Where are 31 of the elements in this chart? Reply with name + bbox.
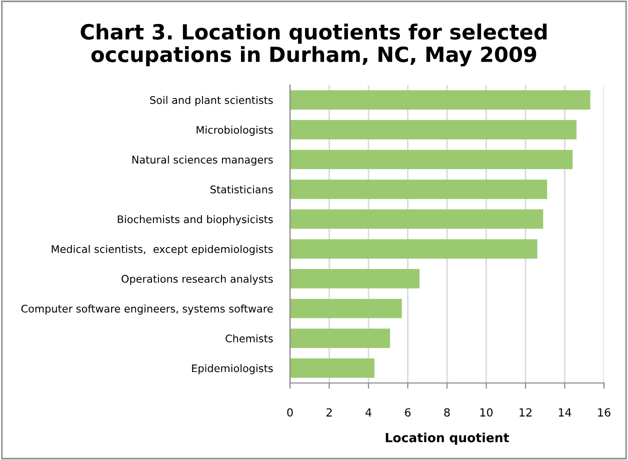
x-tick-label: 16 xyxy=(598,408,610,417)
bar xyxy=(290,298,402,318)
bar xyxy=(290,90,590,110)
x-tick-label: 6 xyxy=(404,408,411,417)
y-tick-label: Operations research analysts xyxy=(122,274,273,285)
x-axis-title: Location quotient xyxy=(386,432,509,445)
y-tick-label: Epidemiologists xyxy=(192,364,273,374)
x-tick-label: 4 xyxy=(366,408,372,416)
x-tick-label: 12 xyxy=(520,408,532,416)
x-tick-label: 8 xyxy=(444,408,450,417)
y-tick-label: Biochemists and biophysicists xyxy=(118,215,273,226)
bar xyxy=(290,269,420,288)
x-tick-label: 14 xyxy=(558,408,572,416)
bar xyxy=(290,150,573,170)
bar xyxy=(290,328,390,348)
chart-title: Chart 3. Location quotients for selected occupations in Durham, NC, May 2009 xyxy=(80,24,547,66)
x-tick-label: 2 xyxy=(326,408,332,416)
y-tick-label: Medical scientists, except epidemiologists xyxy=(52,244,273,256)
bar xyxy=(290,180,548,199)
y-tick-label: Computer software engineers, systems software xyxy=(21,304,273,315)
y-tick-label: Statisticians xyxy=(210,185,273,194)
bar xyxy=(290,239,538,259)
y-tick-label: Chemists xyxy=(226,334,273,342)
bar xyxy=(290,209,544,229)
x-tick-label: 0 xyxy=(287,408,293,417)
x-tick-label: 10 xyxy=(480,408,493,417)
y-tick-label: Soil and plant scientists xyxy=(150,96,273,106)
bar xyxy=(290,120,577,140)
bar xyxy=(290,358,374,378)
y-tick-label: Natural sciences managers xyxy=(132,156,273,166)
y-tick-label: Microbiologists xyxy=(196,126,273,136)
